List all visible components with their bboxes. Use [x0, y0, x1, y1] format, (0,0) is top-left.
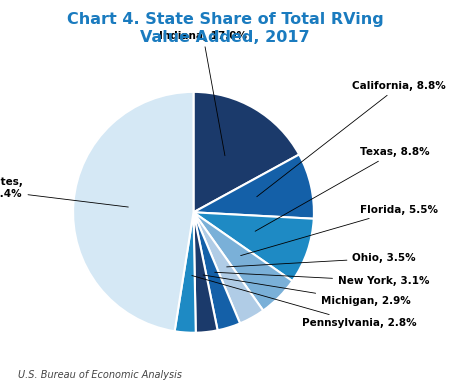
Text: Pennsylvania, 2.8%: Pennsylvania, 2.8% [192, 276, 417, 328]
Text: California, 8.8%: California, 8.8% [257, 81, 446, 197]
Text: Ohio, 3.5%: Ohio, 3.5% [227, 253, 416, 267]
Wedge shape [194, 212, 292, 310]
Text: New York, 3.1%: New York, 3.1% [215, 272, 429, 286]
Wedge shape [73, 92, 194, 331]
Wedge shape [175, 212, 196, 333]
Wedge shape [194, 212, 314, 281]
Wedge shape [194, 212, 263, 323]
Text: All other states,
47.4%: All other states, 47.4% [0, 178, 128, 207]
Wedge shape [194, 154, 314, 219]
Text: Chart 4. State Share of Total RVing
Value Added, 2017: Chart 4. State Share of Total RVing Valu… [67, 12, 383, 45]
Text: Michigan, 2.9%: Michigan, 2.9% [203, 275, 411, 306]
Wedge shape [194, 212, 218, 333]
Wedge shape [194, 212, 240, 330]
Text: Texas, 8.8%: Texas, 8.8% [255, 147, 429, 231]
Text: Indiana, 17.0%: Indiana, 17.0% [159, 31, 247, 156]
Text: U.S. Bureau of Economic Analysis: U.S. Bureau of Economic Analysis [18, 370, 182, 380]
Wedge shape [194, 92, 299, 212]
Text: Florida, 5.5%: Florida, 5.5% [241, 205, 438, 256]
